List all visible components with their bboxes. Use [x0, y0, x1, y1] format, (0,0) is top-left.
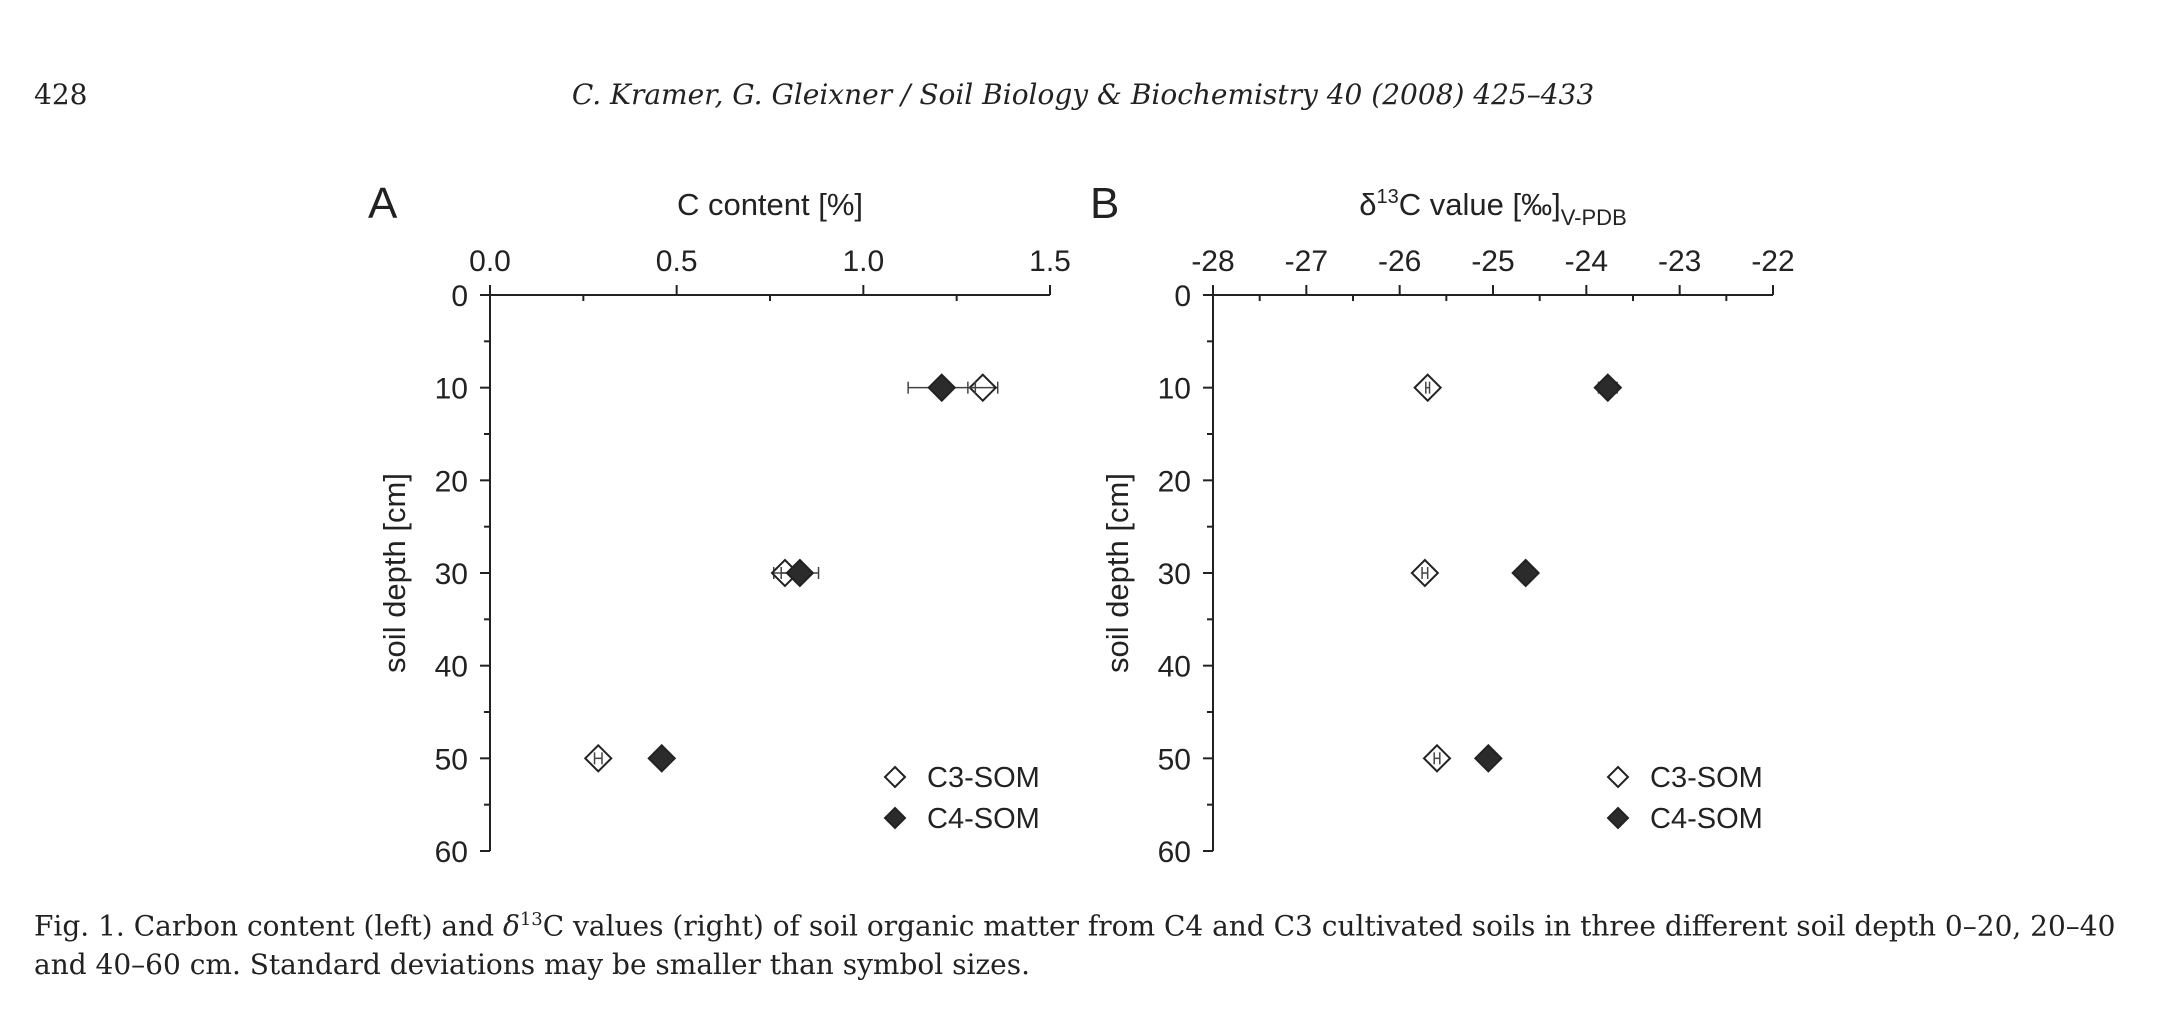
legend-marker: [1606, 765, 1630, 789]
legend-label: C3-SOM: [927, 762, 1040, 794]
page-number: 428: [34, 78, 88, 111]
legend-marker: [883, 765, 907, 789]
c3-point: [1413, 373, 1443, 403]
legend-label: C3-SOM: [1650, 762, 1763, 794]
legend-entry: C4-SOM: [1606, 803, 1763, 835]
data-marker: [968, 373, 998, 403]
y-tick-label: 40: [435, 651, 468, 684]
x-tick-label: -26: [1378, 245, 1421, 278]
y-tick-label: 0: [451, 280, 468, 313]
data-marker: [647, 743, 677, 773]
caption-delta: δ: [502, 909, 520, 943]
c4-point: [780, 558, 820, 588]
x-tick-label: -28: [1191, 245, 1234, 278]
x-axis-title: C content [%]: [677, 187, 863, 222]
c4-point: [1473, 743, 1503, 773]
data-marker: [1593, 373, 1623, 403]
data-marker: [1422, 743, 1452, 773]
y-tick-label: 30: [435, 558, 468, 591]
caption-rest: C values (right) of soil organic matter …: [34, 909, 2116, 982]
c3-point: [1410, 558, 1440, 588]
y-tick-label: 50: [435, 743, 468, 776]
legend-entry: C3-SOM: [883, 762, 1040, 794]
y-tick-label: 40: [1158, 651, 1191, 684]
y-axis-title: soil depth [cm]: [377, 473, 412, 673]
c4-point: [1593, 373, 1623, 403]
legend-label: C4-SOM: [1650, 803, 1763, 835]
y-tick-label: 30: [1158, 558, 1191, 591]
c4-point: [1511, 558, 1541, 588]
y-tick-label: 60: [435, 836, 468, 869]
y-tick-label: 50: [1158, 743, 1191, 776]
c4-point: [907, 373, 977, 403]
legend-entry: C4-SOM: [883, 803, 1040, 835]
caption-prefix: Fig. 1. Carbon content (left) and: [34, 909, 503, 943]
y-tick-label: 0: [1174, 280, 1191, 313]
x-tick-label: -24: [1565, 245, 1608, 278]
y-tick-label: 10: [1158, 373, 1191, 406]
data-marker: [1473, 743, 1503, 773]
figure-panels: A C content [%] 0.0 0.5 1.0 1.5 0 10 20 30 40 50 60 s…: [368, 179, 1795, 869]
legend-marker: [883, 806, 907, 830]
panel-label: A: [368, 179, 398, 228]
x-tick-label: 1.5: [1029, 245, 1071, 278]
x-tick-label: -22: [1751, 245, 1794, 278]
chart-panel-a: A C content [%] 0.0 0.5 1.0 1.5 0 10 20 30 40 50 60 s…: [368, 179, 1071, 869]
figure-caption: Fig. 1. Carbon content (left) and δ13C v…: [34, 900, 2134, 984]
data-marker: [1511, 558, 1541, 588]
x-tick-label: 0.0: [469, 245, 511, 278]
running-head: C. Kramer, G. Gleixner / Soil Biology & …: [571, 78, 1595, 111]
x-tick-label: 1.0: [842, 245, 884, 278]
y-tick-label: 20: [1158, 465, 1191, 498]
c3-point: [583, 743, 613, 773]
legend-marker: [1606, 806, 1630, 830]
legend-label: C4-SOM: [927, 803, 1040, 835]
data-marker: [785, 558, 815, 588]
data-marker: [927, 373, 957, 403]
y-tick-label: 10: [435, 373, 468, 406]
data-marker: [1413, 373, 1443, 403]
data-marker: [1410, 558, 1440, 588]
x-axis-title: δ13C value [‰]V-PDB: [1359, 186, 1627, 230]
x-tick-label: -27: [1285, 245, 1328, 278]
panel-label: B: [1090, 179, 1119, 228]
y-tick-label: 60: [1158, 836, 1191, 869]
legend-entry: C3-SOM: [1606, 762, 1763, 794]
caption-sup: 13: [519, 909, 543, 930]
c4-point: [647, 743, 677, 773]
x-tick-label: 0.5: [656, 245, 698, 278]
y-tick-label: 20: [435, 465, 468, 498]
data-marker: [583, 743, 613, 773]
c3-point: [1422, 743, 1452, 773]
y-axis-title: soil depth [cm]: [1100, 473, 1135, 673]
x-tick-label: -23: [1658, 245, 1701, 278]
x-tick-label: -25: [1471, 245, 1514, 278]
